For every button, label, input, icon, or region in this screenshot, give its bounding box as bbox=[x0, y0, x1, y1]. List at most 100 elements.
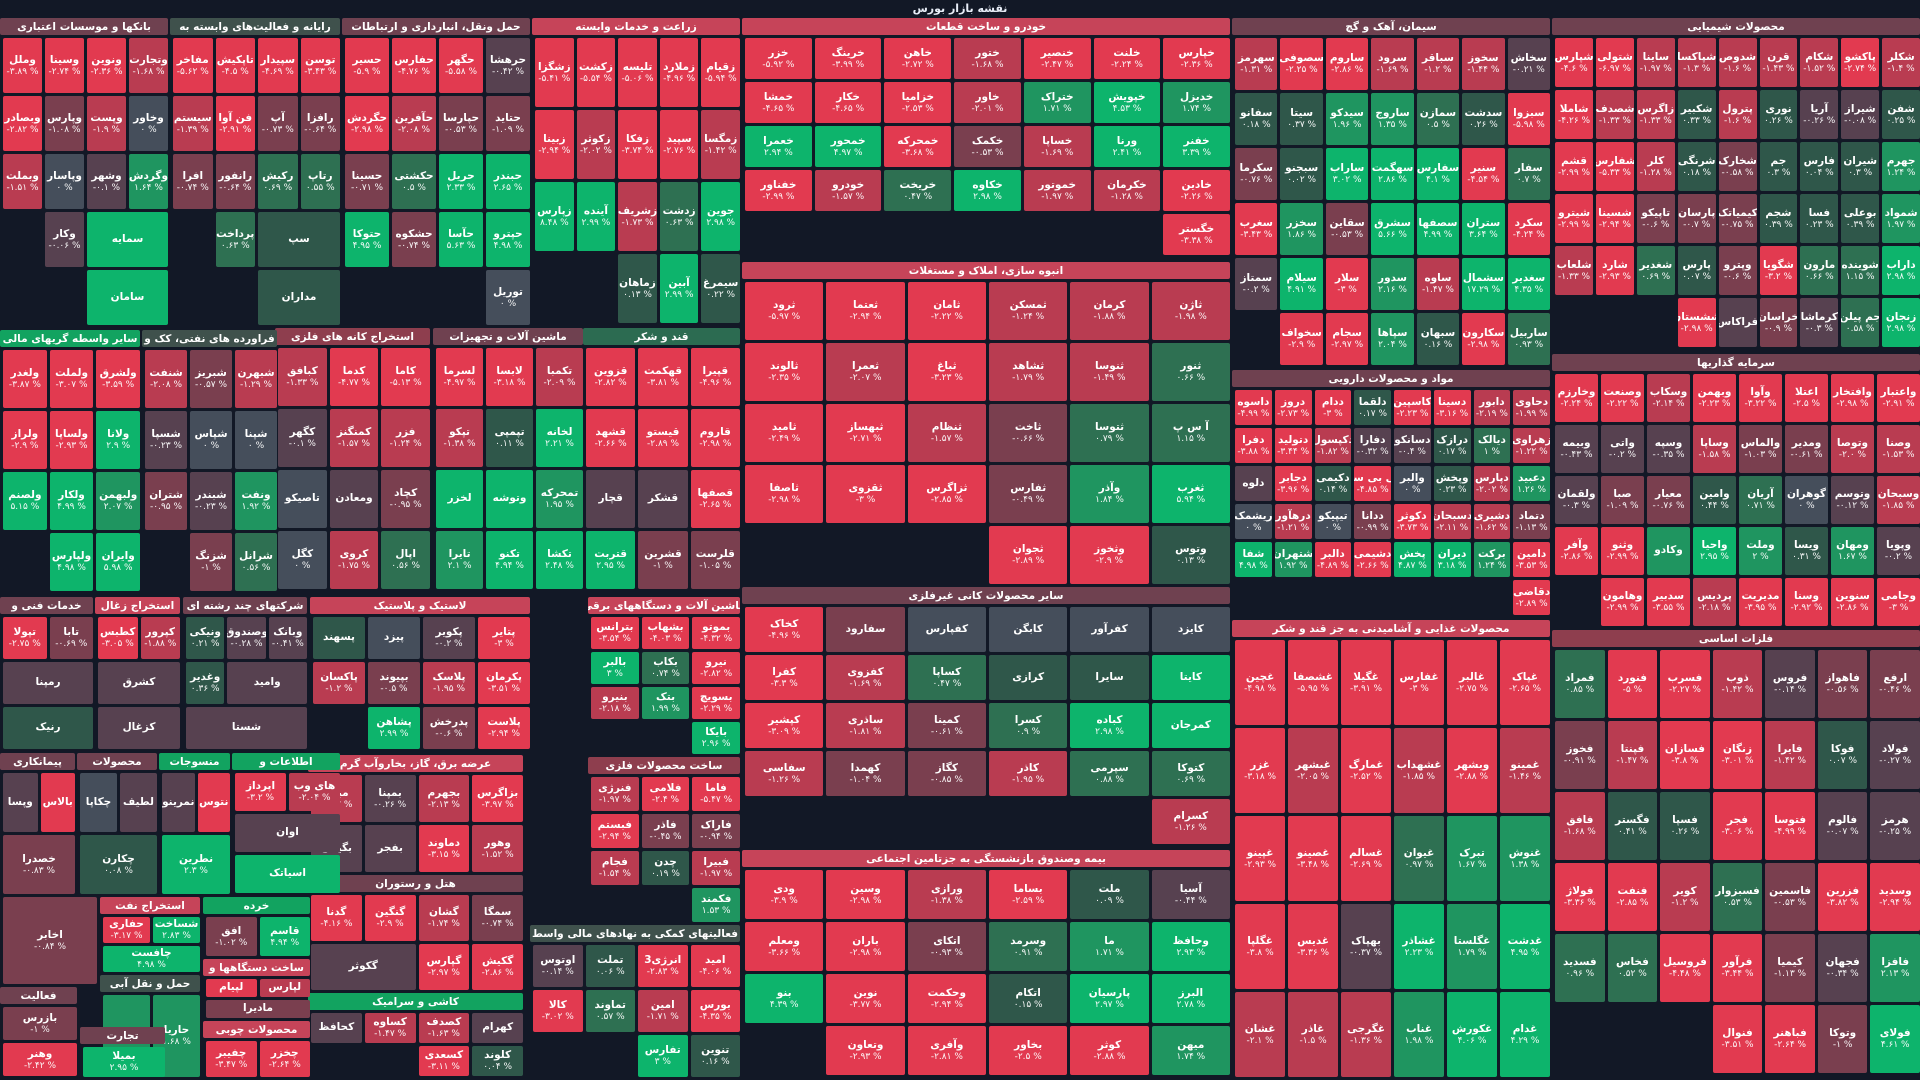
stock-tile[interactable]: غشصفا -۵.۹۵ % bbox=[1288, 640, 1339, 725]
stock-tile[interactable]: لخزر bbox=[436, 470, 484, 528]
stock-tile[interactable]: ثاژن -۱.۹۸ % bbox=[1151, 282, 1230, 340]
stock-tile[interactable]: شکام -۱.۵۲ % bbox=[1800, 38, 1839, 87]
stock-tile[interactable]: غزر -۳.۱۸ % bbox=[1235, 728, 1286, 813]
stock-tile[interactable]: انرژی3 -۲.۸۳ % bbox=[638, 945, 688, 987]
stock-tile[interactable]: شپارس -۴.۶ % bbox=[1555, 38, 1593, 87]
stock-tile[interactable]: سهرمز -۱.۳۱ % bbox=[1235, 38, 1278, 90]
stock-tile[interactable]: چخزر -۲.۶۴ % bbox=[259, 1041, 310, 1077]
stock-tile[interactable]: اتکام ۰.۱۵ % bbox=[989, 974, 1068, 1023]
stock-tile[interactable]: کی بی سی-۴.۸۵ % bbox=[1354, 466, 1391, 501]
stock-tile[interactable]: مفاخر -۵.۶۲ % bbox=[173, 38, 213, 93]
stock-tile[interactable]: سخاش -۰.۲۱ % bbox=[1507, 38, 1550, 90]
stock-tile[interactable]: فکمند ۱.۵۳ % bbox=[692, 888, 740, 922]
stock-tile[interactable]: پارس ۰.۰۷ % bbox=[1677, 246, 1716, 295]
stock-tile[interactable]: وساپا -۱.۵۸ % bbox=[1693, 425, 1736, 473]
stock-tile[interactable]: شیران ۰.۳ % bbox=[1841, 142, 1880, 191]
stock-tile[interactable]: وامید bbox=[227, 662, 307, 704]
stock-tile[interactable]: اتکای -۰.۹۳ % bbox=[907, 922, 987, 971]
stock-tile[interactable]: دپارس -۲.۰۲ % bbox=[1473, 466, 1511, 501]
stock-tile[interactable]: دعبید ۱.۲۶ % bbox=[1513, 466, 1550, 501]
stock-tile[interactable]: مارون ۰.۶۶ % bbox=[1800, 246, 1839, 295]
stock-tile[interactable]: هرمز -۰.۲۵ % bbox=[1870, 792, 1920, 860]
stock-tile[interactable]: ساینا -۱.۹۷ % bbox=[1636, 38, 1675, 87]
stock-tile[interactable]: غشان -۲.۱ % bbox=[1235, 992, 1286, 1077]
stock-tile[interactable]: سنیر -۴.۵۴ % bbox=[1462, 148, 1505, 200]
stock-tile[interactable]: شجم ۰.۳۹ % bbox=[1759, 194, 1798, 243]
stock-tile[interactable]: پسهند bbox=[313, 617, 365, 659]
stock-tile[interactable]: بزاگرس -۳.۹۷ % bbox=[472, 775, 523, 822]
stock-tile[interactable]: جوین ۲.۹۸ % bbox=[701, 182, 740, 251]
stock-tile[interactable]: تکشا ۲.۴۸ % bbox=[536, 531, 583, 589]
stock-tile[interactable]: تکنو ۴.۹۴ % bbox=[486, 531, 534, 589]
stock-tile[interactable]: شستا bbox=[186, 707, 307, 749]
stock-tile[interactable]: فپنتا -۱.۴۷ % bbox=[1607, 721, 1658, 789]
stock-tile[interactable]: کالا -۳.۰۲ % bbox=[533, 990, 583, 1032]
stock-tile[interactable]: ثنور ۰.۶۶ % bbox=[1151, 343, 1230, 401]
stock-tile[interactable]: وپترو -۰.۶ % bbox=[1718, 246, 1757, 295]
stock-tile[interactable]: بمپنا -۰.۲۶ % bbox=[364, 775, 416, 822]
stock-tile[interactable]: حپارسا -۰.۵۳ % bbox=[439, 96, 483, 151]
stock-tile[interactable]: فروس -۰.۱۴ % bbox=[1765, 650, 1815, 718]
stock-tile[interactable]: شاملا -۴.۲۶ % bbox=[1555, 90, 1593, 139]
stock-tile[interactable]: ثزاگرس -۲.۸۵ % bbox=[907, 465, 987, 523]
stock-tile[interactable]: کوثر -۲.۸۸ % bbox=[1070, 1026, 1149, 1075]
stock-tile[interactable]: کاذر -۱.۹۵ % bbox=[989, 751, 1068, 796]
stock-tile[interactable]: بشهاب -۴.۰۳ % bbox=[641, 617, 690, 649]
stock-tile[interactable]: خرینگ -۳.۹۹ % bbox=[814, 38, 882, 79]
stock-tile[interactable]: وصندوق -۰.۲۸ % bbox=[227, 617, 266, 659]
stock-tile[interactable]: شپاس ۰ % bbox=[190, 411, 233, 469]
stock-tile[interactable]: چافست ۴.۹۸ % bbox=[103, 946, 200, 972]
stock-tile[interactable]: غدشت ۴.۹۵ % bbox=[1500, 904, 1550, 989]
stock-tile[interactable]: سیمرغ ۰.۲۲ % bbox=[701, 254, 740, 323]
stock-tile[interactable]: فسا ۰.۲۳ % bbox=[1800, 194, 1839, 243]
stock-tile[interactable]: ارفع -۰.۴۶ % bbox=[1870, 650, 1920, 718]
stock-tile[interactable]: کابگن bbox=[989, 607, 1068, 652]
stock-tile[interactable]: ثشاهد -۱.۷۹ % bbox=[989, 343, 1068, 401]
stock-tile[interactable]: ششستان-۲.۹۸ % bbox=[1677, 298, 1716, 347]
stock-tile[interactable]: شسینا -۲.۹۴ % bbox=[1596, 194, 1634, 243]
stock-tile[interactable]: تایرا ۲.۱ % bbox=[436, 531, 484, 589]
stock-tile[interactable]: خکار -۴.۶۵ % bbox=[814, 82, 882, 123]
stock-tile[interactable]: فلامی -۲.۴ % bbox=[641, 777, 690, 811]
stock-tile[interactable]: سیستم -۱.۳۹ % bbox=[173, 96, 213, 151]
stock-tile[interactable]: شیترو -۲.۹۹ % bbox=[1555, 194, 1593, 243]
stock-tile[interactable]: خفنر ۳.۳۹ % bbox=[1163, 126, 1230, 167]
stock-tile[interactable]: اپرداز -۳.۲ % bbox=[235, 773, 286, 811]
stock-tile[interactable]: قتربت ۲.۹۵ % bbox=[586, 531, 636, 589]
stock-tile[interactable]: کحافظ bbox=[311, 1013, 362, 1043]
stock-tile[interactable]: خودرو -۱.۵۷ % bbox=[814, 170, 882, 211]
stock-tile[interactable]: دتماد -۱.۱۳ % bbox=[1513, 504, 1550, 539]
stock-tile[interactable]: ومعادن bbox=[329, 470, 379, 528]
stock-tile[interactable]: شتولی -۶.۹۷ % bbox=[1596, 38, 1634, 87]
stock-tile[interactable]: بنو ۴.۳۹ % bbox=[745, 974, 824, 1023]
stock-tile[interactable]: غیوان ۰.۹۷ % bbox=[1394, 816, 1445, 901]
stock-tile[interactable]: کگل ۰ % bbox=[278, 531, 327, 589]
stock-tile[interactable]: بترانس -۳.۵۴ % bbox=[591, 617, 639, 649]
stock-tile[interactable]: خادین -۲.۲۶ % bbox=[1163, 170, 1230, 211]
stock-tile[interactable]: بسویچ -۲.۲۹ % bbox=[692, 687, 740, 719]
stock-tile[interactable]: ولکار ۴.۹۹ % bbox=[49, 472, 94, 530]
stock-tile[interactable]: چکارن ۰.۰۸ % bbox=[80, 835, 157, 894]
stock-tile[interactable]: شفا ۴.۹۸ % bbox=[1235, 542, 1272, 577]
stock-tile[interactable]: تماوند ۰.۵۷ % bbox=[585, 990, 635, 1032]
stock-tile[interactable]: سشمال ۱۷.۲۹ % bbox=[1462, 258, 1505, 310]
stock-tile[interactable]: کساپا ۰.۴۷ % bbox=[907, 655, 987, 700]
stock-tile[interactable]: غمارگ -۲.۵۲ % bbox=[1341, 728, 1392, 813]
stock-tile[interactable]: پارسان -۰.۷ % bbox=[1677, 194, 1716, 243]
stock-tile[interactable]: سپ bbox=[258, 212, 340, 267]
stock-tile[interactable]: فتوسا -۴.۹۹ % bbox=[1765, 792, 1815, 860]
stock-tile[interactable]: نوین -۳.۷۷ % bbox=[826, 974, 905, 1023]
stock-tile[interactable]: دقاضی -۲.۸۹ % bbox=[1513, 580, 1550, 615]
stock-tile[interactable]: کهرام bbox=[472, 1013, 523, 1043]
stock-tile[interactable]: فبیرا -۱.۹۷ % bbox=[692, 851, 740, 885]
stock-tile[interactable]: وتوکا -۱ % bbox=[1817, 1005, 1868, 1073]
stock-tile[interactable]: زهراوی -۱.۲۲ % bbox=[1513, 428, 1550, 463]
stock-tile[interactable]: زنگان -۳.۰۱ % bbox=[1712, 721, 1763, 789]
stock-tile[interactable]: شکبیر ۰.۳۳ % bbox=[1677, 90, 1716, 139]
stock-tile[interactable]: شیراز -۰.۰۸ % bbox=[1841, 90, 1880, 139]
stock-tile[interactable]: ثنظام -۱.۵۷ % bbox=[907, 404, 987, 462]
stock-tile[interactable]: وامین ۰.۴۴ % bbox=[1693, 476, 1736, 524]
stock-tile[interactable]: حگردش -۲.۹۸ % bbox=[345, 96, 389, 151]
stock-tile[interactable]: خموتور -۱.۹۷ % bbox=[1023, 170, 1091, 211]
stock-tile[interactable]: پردیس -۲.۱۸ % bbox=[1693, 578, 1736, 626]
